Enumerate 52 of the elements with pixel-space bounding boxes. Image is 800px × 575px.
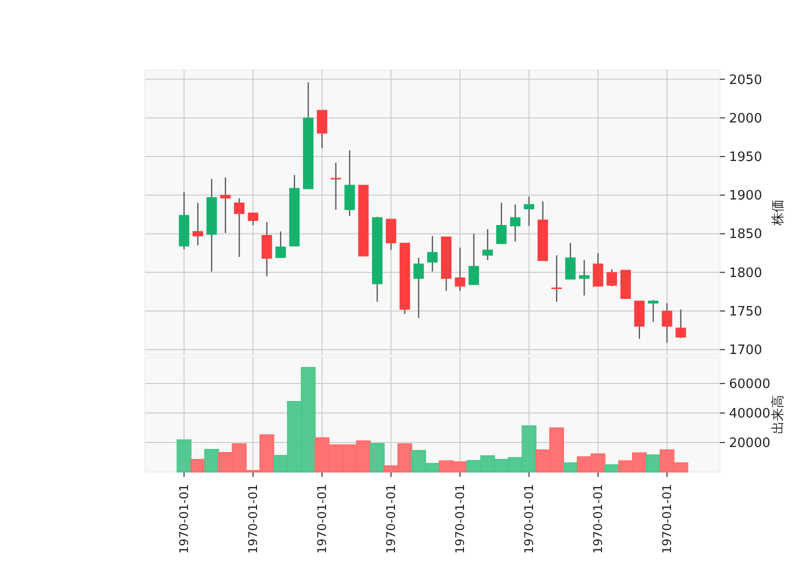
x-tick-label: 1970-01-01 — [246, 484, 260, 554]
candlestick — [220, 176, 231, 234]
x-tick-label: 1970-01-01 — [591, 484, 606, 554]
candlestick — [676, 308, 686, 339]
candlestick — [468, 233, 480, 286]
candlestick — [427, 235, 438, 272]
x-tick-label: 1970-01-01 — [384, 484, 398, 554]
candlestick — [454, 247, 466, 292]
candlestick — [579, 259, 590, 296]
bar — [646, 454, 661, 472]
bar — [563, 462, 578, 472]
candlestick — [316, 110, 328, 149]
candlestick — [482, 228, 493, 261]
candlestick — [592, 252, 604, 287]
bar — [190, 458, 206, 472]
candlestick — [413, 257, 424, 319]
candlestick — [606, 268, 618, 287]
y-tick-label: 2000 — [729, 111, 762, 126]
y-tick-label: 1950 — [729, 150, 762, 166]
candlestick — [662, 302, 672, 344]
y-tick-label: 1900 — [729, 188, 762, 204]
y-tick-label: 1700 — [729, 343, 762, 358]
candlestick — [565, 242, 576, 280]
bar — [370, 443, 385, 472]
x-tick-label: 1970-01-01 — [522, 484, 536, 554]
candlestick — [551, 254, 562, 302]
candlestick — [192, 202, 204, 246]
candlestick — [648, 300, 658, 322]
y-tick-label: 40000 — [729, 406, 770, 422]
bar — [176, 439, 192, 472]
candlestick — [262, 222, 272, 277]
candlestick — [510, 204, 520, 242]
x-tick-label: 1970-01-01 — [177, 484, 192, 554]
x-tick-label: 1970-01-01 — [453, 484, 468, 554]
y-tick-label: 2050 — [729, 72, 762, 88]
y-tick-label: 20000 — [729, 436, 770, 452]
bar — [204, 448, 220, 472]
y-tick-label: 1800 — [729, 266, 762, 281]
y-axis-title: 株価 — [771, 200, 786, 226]
candlestick — [496, 202, 507, 244]
y-tick-label: 1750 — [729, 304, 762, 320]
candlestick — [248, 212, 258, 226]
candlestick — [275, 230, 286, 258]
candlestick — [234, 198, 244, 258]
candlestick — [330, 162, 342, 210]
y-axis-title: 出来高 — [770, 395, 786, 434]
y-tick-label: 1850 — [729, 227, 762, 242]
x-tick-label: 1970-01-01 — [315, 484, 330, 554]
x-tick-label: 1970-01-01 — [660, 484, 674, 554]
candlestick — [386, 218, 396, 251]
candlestick — [524, 196, 534, 227]
y-tick-label: 60000 — [729, 377, 770, 392]
